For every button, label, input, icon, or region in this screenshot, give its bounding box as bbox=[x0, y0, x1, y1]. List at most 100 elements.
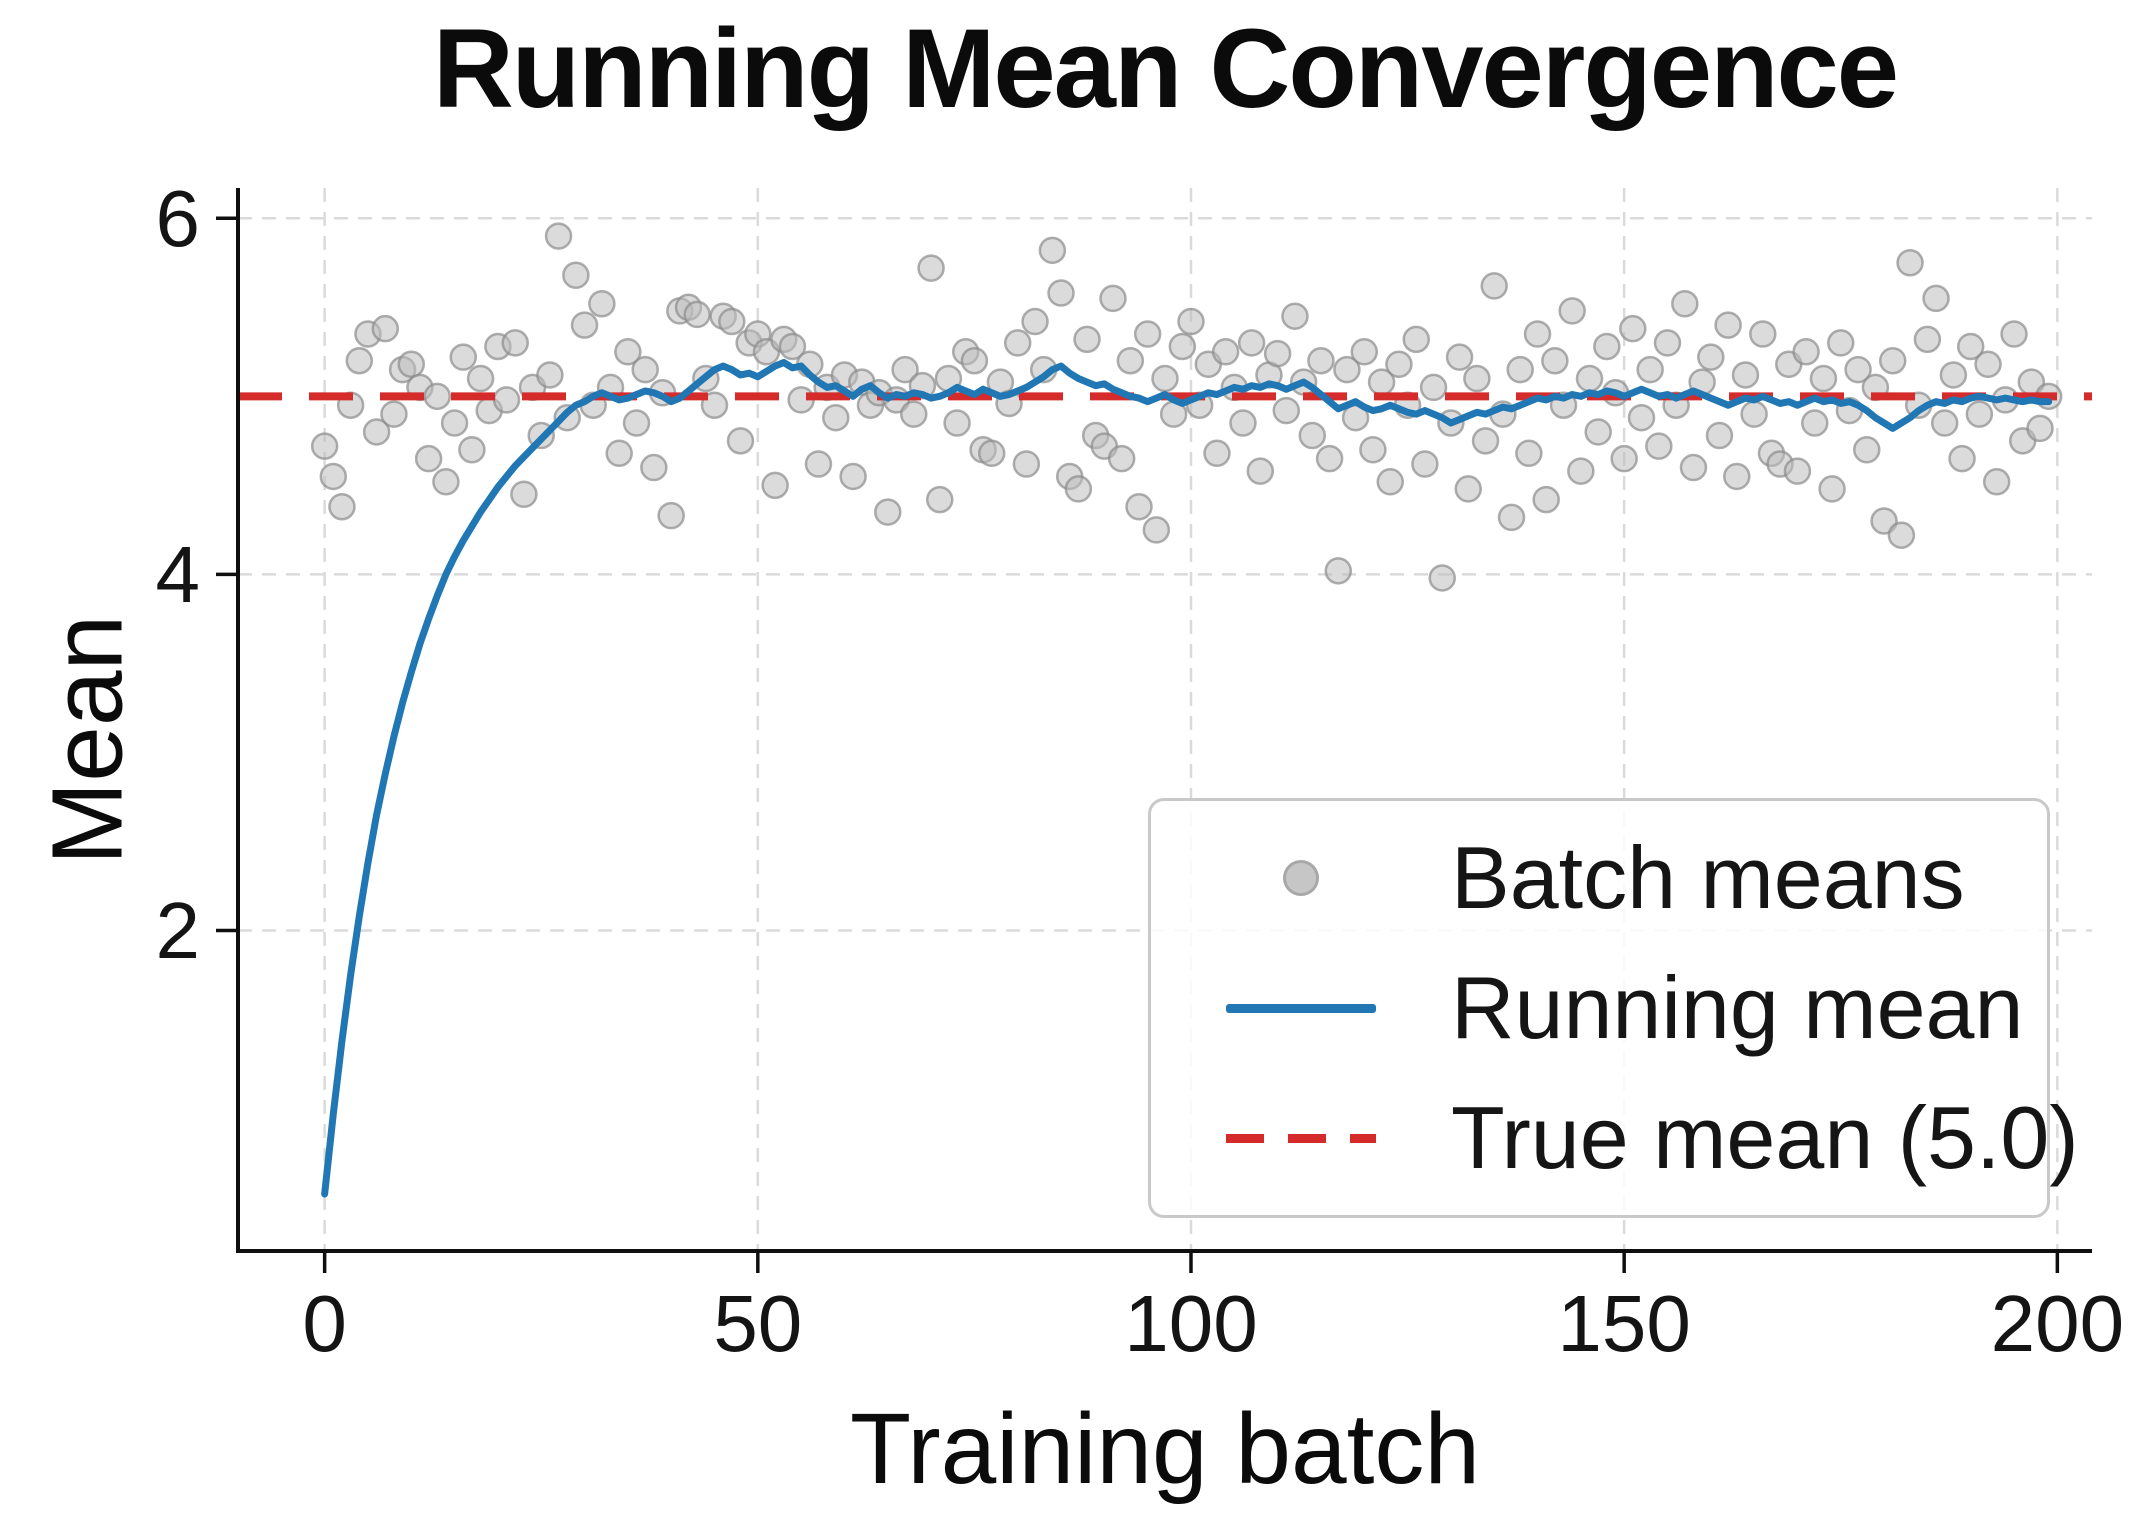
scatter-point bbox=[1480, 272, 1508, 300]
scatter-point bbox=[778, 332, 807, 361]
scatter-point bbox=[1428, 564, 1456, 592]
scatter-point bbox=[1073, 325, 1101, 354]
scatter-point bbox=[319, 462, 348, 491]
scatter-point bbox=[1723, 462, 1751, 491]
scatter-point bbox=[1523, 320, 1552, 348]
scatter-point bbox=[700, 391, 729, 419]
scatter-point bbox=[1038, 236, 1067, 265]
scatter-point bbox=[1419, 373, 1448, 402]
scatter-point bbox=[1974, 350, 2002, 379]
x-tick-label: 0 bbox=[302, 1279, 347, 1368]
legend-item-batch-means: Batch means bbox=[1151, 827, 2047, 929]
scatter-point bbox=[1948, 444, 1976, 473]
scatter-point bbox=[1922, 284, 1950, 313]
scatter-point bbox=[449, 343, 478, 371]
scatter-point bbox=[977, 439, 1006, 468]
scatter-point bbox=[2000, 320, 2028, 348]
scatter-point bbox=[1281, 302, 1309, 330]
batch-means-marker-icon bbox=[1151, 860, 1451, 896]
scatter-point bbox=[1402, 325, 1430, 354]
scatter-point bbox=[570, 311, 599, 339]
scatter-point bbox=[1558, 297, 1586, 325]
scatter-point bbox=[1315, 444, 1344, 473]
scatter-point bbox=[1133, 320, 1162, 348]
x-axis-label: Training batch bbox=[850, 1393, 1480, 1505]
scatter-point bbox=[1801, 409, 1829, 437]
scatter-point bbox=[1298, 421, 1327, 450]
scatter-point bbox=[1012, 450, 1041, 478]
scatter-point bbox=[380, 400, 408, 428]
scatter-point bbox=[960, 346, 989, 375]
scatter-point bbox=[1125, 492, 1153, 521]
scatter-point bbox=[1809, 364, 1838, 393]
scatter-point bbox=[1064, 475, 1093, 503]
y-axis-label: Mean bbox=[31, 614, 144, 866]
scatter-point bbox=[1142, 516, 1171, 544]
scatter-point bbox=[1575, 364, 1604, 393]
scatter-point bbox=[501, 329, 529, 357]
scatter-point bbox=[1506, 355, 1534, 384]
scatter-point bbox=[1532, 485, 1560, 514]
scatter-point bbox=[891, 355, 919, 384]
scatter-point bbox=[1203, 439, 1231, 468]
scatter-point bbox=[683, 300, 711, 329]
scatter-point bbox=[822, 403, 850, 432]
scatter-point bbox=[1965, 400, 1994, 428]
scatter-point bbox=[1272, 396, 1301, 425]
legend-label-true-mean: True mean (5.0) bbox=[1451, 1088, 2079, 1187]
scatter-point bbox=[345, 346, 374, 375]
scatter-point bbox=[614, 338, 642, 366]
scatter-point bbox=[1783, 457, 1812, 485]
scatter-point bbox=[544, 222, 573, 250]
scatter-point bbox=[1714, 311, 1742, 339]
scatter-point bbox=[510, 480, 538, 509]
scatter-point bbox=[1878, 346, 1907, 375]
scatter-point bbox=[640, 453, 668, 482]
x-tick-label: 100 bbox=[1124, 1279, 1257, 1368]
scatter-point bbox=[1445, 343, 1474, 371]
scatter-point bbox=[1619, 314, 1647, 343]
scatter-point bbox=[1515, 439, 1543, 468]
scatter-point bbox=[761, 471, 789, 500]
scatter-point bbox=[1021, 307, 1049, 336]
scatter-point bbox=[1263, 339, 1292, 368]
scatter-point bbox=[1324, 557, 1353, 585]
scatter-point bbox=[1636, 355, 1664, 384]
scatter-point bbox=[423, 382, 452, 411]
x-tick-label: 200 bbox=[1991, 1279, 2124, 1368]
scatter-point bbox=[1151, 364, 1179, 393]
scatter-point bbox=[562, 261, 590, 289]
scatter-point bbox=[1627, 403, 1656, 432]
scatter-point bbox=[1229, 409, 1257, 437]
scatter-point bbox=[1107, 444, 1136, 473]
scatter-point bbox=[1211, 338, 1240, 366]
scatter-point bbox=[1653, 329, 1682, 357]
scatter-point bbox=[1567, 457, 1595, 485]
scatter-point bbox=[943, 409, 971, 437]
y-tick-label: 6 bbox=[156, 174, 201, 263]
scatter-point bbox=[1887, 521, 1916, 549]
scatter-point bbox=[328, 492, 356, 521]
scatter-point bbox=[1463, 364, 1491, 393]
legend-item-running-mean: Running mean bbox=[1151, 957, 2047, 1059]
scatter-point bbox=[839, 462, 867, 491]
scatter-point bbox=[1333, 355, 1361, 384]
scatter-point bbox=[1705, 421, 1734, 450]
scatter-point bbox=[1116, 346, 1145, 375]
scatter-point bbox=[1237, 329, 1266, 357]
scatter-point bbox=[414, 444, 443, 473]
scatter-point bbox=[492, 386, 521, 414]
scatter-point bbox=[466, 364, 495, 393]
chart-title: Running Mean Convergence bbox=[432, 6, 1899, 131]
scatter-point bbox=[622, 409, 651, 437]
scatter-point bbox=[718, 307, 746, 336]
scatter-point bbox=[1930, 409, 1959, 437]
scatter-point bbox=[397, 350, 426, 379]
legend-item-true-mean: True mean (5.0) bbox=[1151, 1087, 2079, 1189]
scatter-point bbox=[1749, 320, 1777, 348]
running-mean-line bbox=[321, 358, 2053, 1198]
scatter-point bbox=[726, 427, 755, 455]
legend: Batch means Running mean True mean (5.0) bbox=[1148, 798, 2079, 1218]
scatter-point bbox=[900, 400, 928, 428]
